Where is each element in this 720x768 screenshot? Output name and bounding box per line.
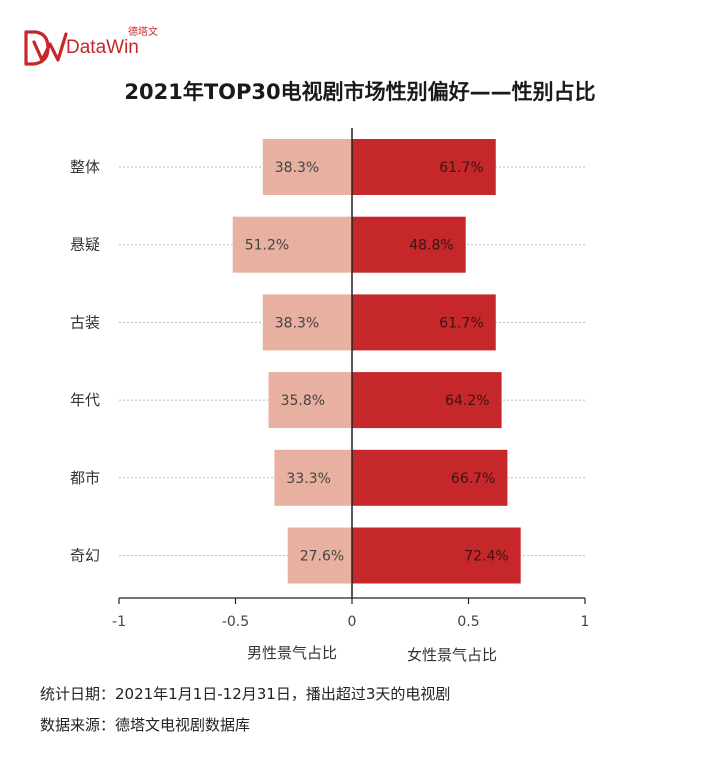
data-label-female: 72.4%: [464, 549, 508, 565]
datawin-logo: 德塔文 DataWin: [22, 22, 172, 74]
bar-male: [268, 372, 352, 429]
diverging-bar-chart: 整体 38.3% 61.7% 悬疑 51.2% 48.8% 古装 38.3% 61.7% 年代 35…: [70, 128, 590, 664]
x-tick-label: 1: [581, 614, 590, 630]
data-label-male: 51.2%: [245, 238, 289, 254]
data-label-female: 61.7%: [439, 315, 483, 331]
data-label-female: 61.7%: [439, 160, 483, 176]
bar-female: [352, 449, 508, 506]
data-label-male: 33.3%: [286, 471, 330, 487]
category-label: 奇幻: [70, 547, 100, 565]
bar-male: [232, 216, 352, 273]
category-label: 年代: [70, 391, 100, 409]
category-label: 古装: [70, 313, 100, 331]
x-tick-label: -1: [112, 614, 126, 630]
bar-female: [352, 294, 496, 351]
x-tick-label: 0: [348, 614, 357, 630]
data-label-male: 35.8%: [281, 393, 325, 409]
x-tick-label: 0.5: [457, 614, 479, 630]
bar-female: [352, 216, 466, 273]
data-label-female: 66.7%: [451, 471, 495, 487]
legend-male-label: 男性景气占比: [247, 644, 337, 662]
footnote-stats-date: 统计日期：2021年1月1日-12月31日，播出超过3天的电视剧: [40, 685, 451, 703]
category-label: 整体: [70, 158, 100, 176]
category-label: 都市: [70, 469, 100, 487]
legend-female-label: 女性景气占比: [407, 646, 497, 664]
brand-name-cn: 德塔文: [128, 27, 158, 38]
bar-female: [352, 527, 521, 584]
footnote-data-source: 数据来源：德塔文电视剧数据库: [40, 716, 251, 734]
datawin-logo-mark-icon: [24, 30, 68, 66]
data-label-female: 48.8%: [409, 238, 453, 254]
data-label-female: 64.2%: [445, 393, 489, 409]
bar-female: [352, 372, 502, 429]
category-label: 悬疑: [70, 236, 100, 254]
data-label-male: 38.3%: [275, 315, 319, 331]
x-tick-label: -0.5: [222, 614, 249, 630]
bar-male: [274, 449, 352, 506]
data-label-male: 38.3%: [275, 160, 319, 176]
bar-male: [287, 527, 352, 584]
bar-female: [352, 139, 496, 195]
brand-name-en: DataWin: [66, 37, 139, 58]
bar-male: [262, 294, 352, 351]
data-label-male: 27.6%: [300, 549, 344, 565]
chart-title: 2021年TOP30电视剧市场性别偏好——性别占比: [124, 80, 596, 104]
bar-male: [262, 139, 352, 195]
